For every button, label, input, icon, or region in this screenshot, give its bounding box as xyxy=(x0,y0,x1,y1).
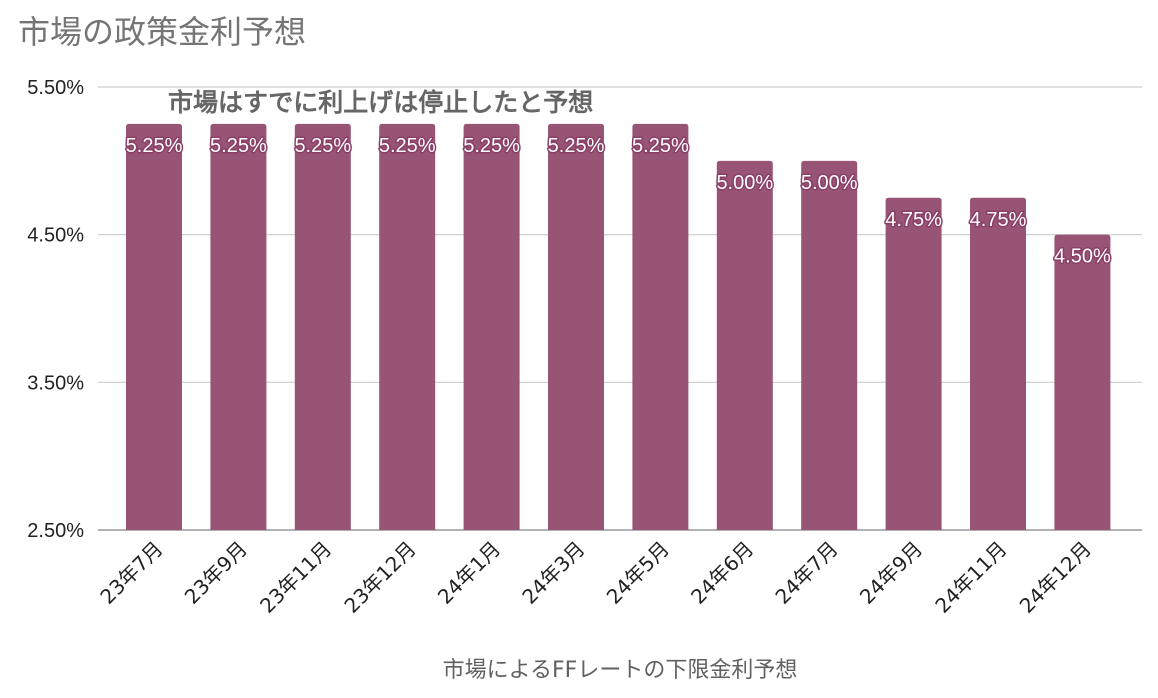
data-label: 5.25% xyxy=(379,135,436,157)
x-tick-label: 24年9月 xyxy=(855,537,927,609)
data-label: 4.50% xyxy=(1054,246,1111,268)
bars xyxy=(126,123,1111,531)
y-tick-label: 5.50% xyxy=(27,77,84,99)
data-label: 5.25% xyxy=(632,135,689,157)
bar xyxy=(548,123,604,531)
bar xyxy=(970,197,1026,530)
y-axis-ticks: 2.50% 3.50% 4.50% 5.50% xyxy=(27,77,84,542)
bar xyxy=(210,123,267,531)
x-axis-ticks: 23年7月 23年9月 23年11月 23年12月 24年1月 24年3月 24年5月 24年… xyxy=(95,537,1096,618)
data-label: 4.75% xyxy=(970,209,1027,231)
x-tick-label: 24年7月 xyxy=(770,537,842,609)
data-label: 5.25% xyxy=(126,135,183,157)
bar xyxy=(463,123,520,531)
x-tick-label: 24年12月 xyxy=(1015,537,1096,618)
x-tick-label: 23年7月 xyxy=(95,537,167,609)
data-label: 5.25% xyxy=(548,135,605,157)
data-labels: 5.25% 5.25% 5.25% 5.25% 5.25% 5.25% 5.25% 5.00%… xyxy=(124,133,1112,269)
bar xyxy=(294,123,351,531)
x-tick-label: 24年11月 xyxy=(930,537,1011,618)
bar xyxy=(379,123,436,531)
bar xyxy=(801,160,858,531)
bar xyxy=(716,160,773,531)
data-label: 5.25% xyxy=(294,135,351,157)
y-tick-label: 4.50% xyxy=(27,225,84,247)
gridlines xyxy=(98,86,1142,531)
x-tick-label: 24年1月 xyxy=(433,537,505,609)
data-label: 5.00% xyxy=(801,172,858,194)
x-tick-label: 23年12月 xyxy=(339,537,420,618)
x-axis-label: 市場によるFFレートの下限金利予想 xyxy=(443,658,798,683)
data-label: 4.75% xyxy=(885,209,942,231)
data-label: 5.25% xyxy=(210,135,267,157)
data-label: 5.25% xyxy=(463,135,520,157)
bar xyxy=(885,197,942,530)
bar xyxy=(126,123,182,531)
chart-title: 市場の政策金利予想 xyxy=(18,13,306,51)
x-tick-label: 23年11月 xyxy=(255,537,336,618)
x-tick-label: 24年6月 xyxy=(686,537,758,609)
chart-annotation: 市場はすでに利上げは停止したと予想 xyxy=(168,88,593,117)
bar xyxy=(632,123,689,531)
data-label: 5.00% xyxy=(716,172,773,194)
bar xyxy=(1054,234,1111,530)
y-tick-label: 2.50% xyxy=(27,520,84,542)
x-tick-label: 24年5月 xyxy=(602,537,674,609)
y-tick-label: 3.50% xyxy=(27,372,84,394)
x-tick-label: 23年9月 xyxy=(180,537,252,609)
x-tick-label: 24年3月 xyxy=(517,537,589,609)
